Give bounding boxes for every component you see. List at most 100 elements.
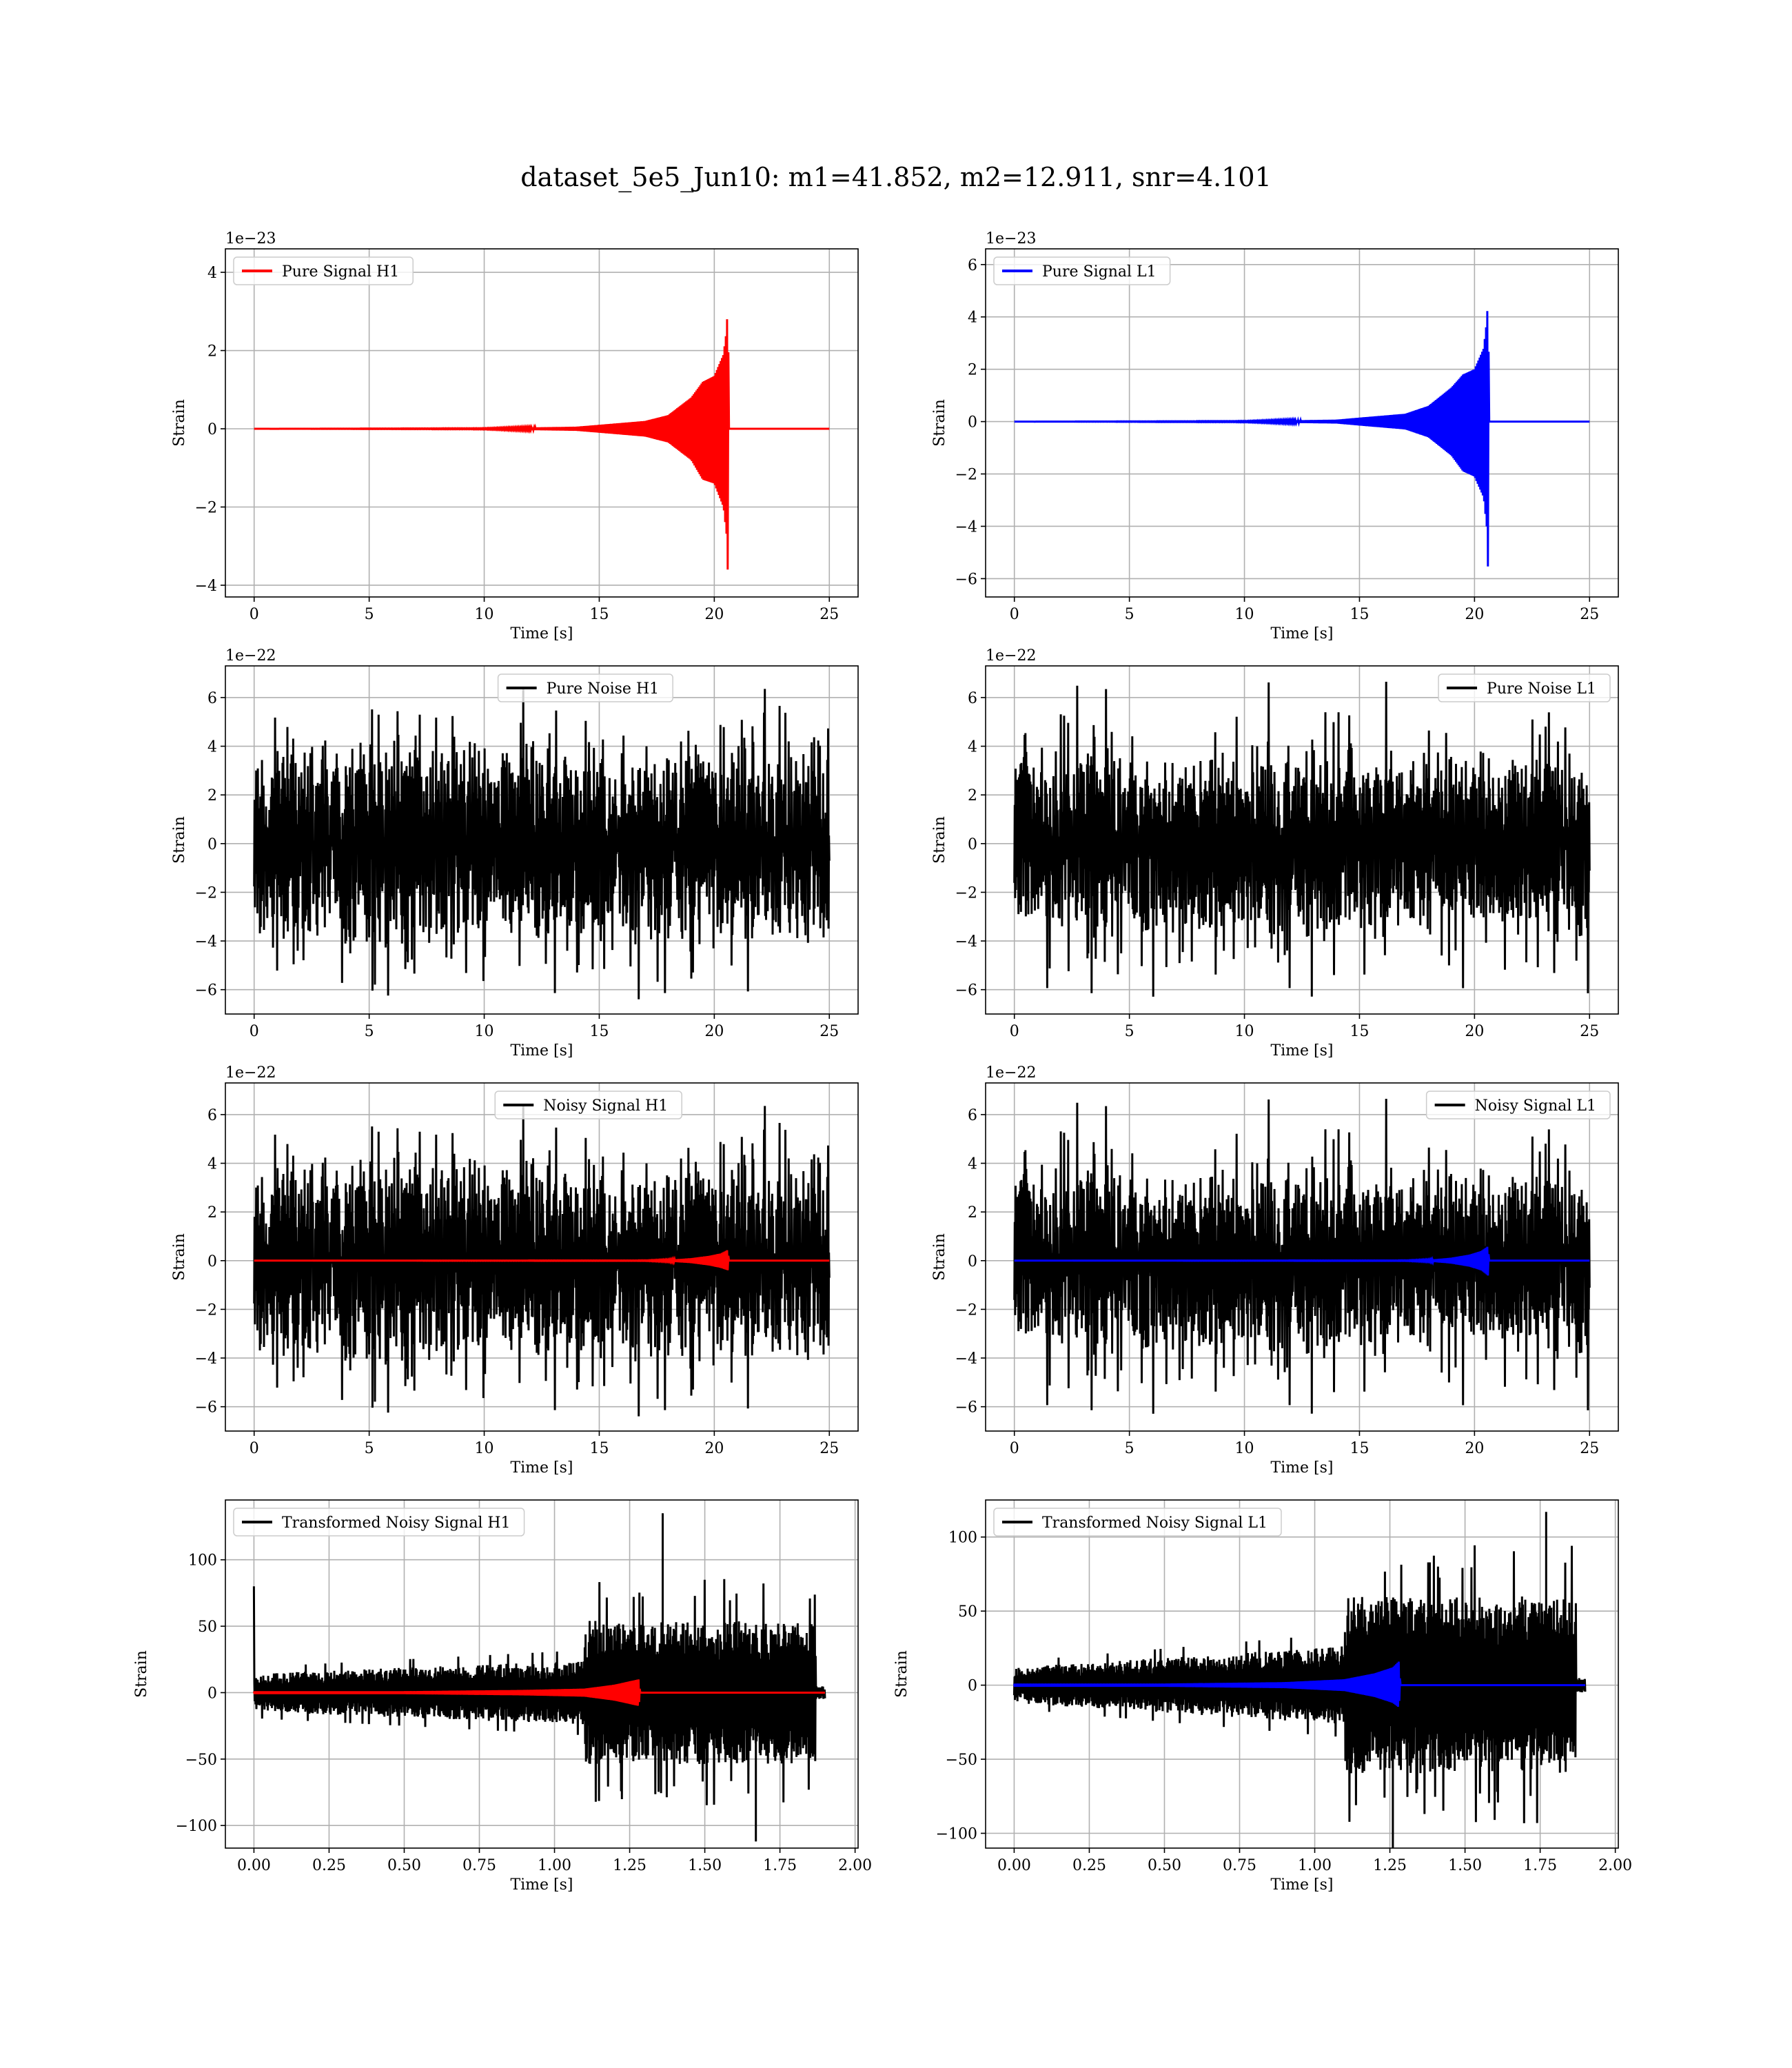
x-tick-label: 5 (365, 606, 374, 623)
x-tick-label: 0.25 (1072, 1857, 1106, 1874)
y-tick-label: 2 (968, 787, 977, 804)
x-tick-label: 10 (475, 1023, 494, 1040)
x-tick-label: 10 (475, 1440, 494, 1457)
x-axis-label: Time [s] (1270, 1876, 1333, 1894)
legend-frame (233, 256, 414, 285)
plot-area (1012, 1512, 1587, 1848)
noise-trace-pure-noise-h1 (253, 689, 831, 1000)
transformed-trace-transformed-noisy-signal-h1 (252, 1513, 826, 1842)
x-tick-label: 1.50 (688, 1857, 722, 1874)
signal-trace-pure-signal-l1 (1014, 311, 1590, 567)
y-tick-label: 50 (958, 1603, 977, 1621)
grid (225, 249, 858, 597)
transformed-trace-transformed-noisy-signal-l1 (1012, 1512, 1587, 1848)
x-tick-label: 20 (704, 606, 724, 623)
y-tick-label: 6 (968, 1107, 977, 1124)
x-tick-label: 25 (1580, 1023, 1599, 1040)
x-tick-label: 20 (704, 1023, 724, 1040)
x-tick-label: 1.75 (763, 1857, 797, 1874)
y-tick-label: 0 (968, 414, 977, 432)
legend: Noisy Signal H1 (494, 1091, 682, 1119)
y-tick-label: 6 (207, 690, 217, 707)
legend: Pure Noise L1 (1438, 673, 1611, 702)
x-tick-label: 0.25 (312, 1857, 346, 1874)
plot-area (253, 1106, 831, 1417)
y-axis-label: Strain (133, 1650, 150, 1698)
x-tick-label: 5 (365, 1023, 374, 1040)
axes-frame (225, 1082, 859, 1432)
plot-area (1013, 681, 1591, 997)
legend: Noisy Signal L1 (1425, 1091, 1611, 1119)
x-tick-label: 15 (1350, 1023, 1369, 1040)
offset-text: 1e−23 (986, 230, 1036, 247)
signal-trace-noisy-signal-h1 (254, 1250, 830, 1270)
y-tick-label: −4 (195, 933, 217, 951)
y-tick-label: 100 (948, 1530, 977, 1547)
y-tick-label: −4 (195, 578, 217, 595)
y-tick-label: 100 (188, 1552, 217, 1570)
x-tick-label: 15 (589, 1023, 609, 1040)
y-axis-label: Strain (171, 816, 188, 864)
legend: Transformed Noisy Signal H1 (233, 1508, 525, 1537)
x-tick-label: 15 (1350, 1440, 1369, 1457)
y-tick-label: 6 (968, 257, 977, 274)
offset-text: 1e−23 (225, 230, 276, 247)
x-tick-label: 0.50 (1148, 1857, 1181, 1874)
x-tick-label: 1.25 (613, 1857, 646, 1874)
x-tick-label: 0.50 (387, 1857, 421, 1874)
figure-title: dataset_5e5_Jun10: m1=41.852, m2=12.911,… (520, 162, 1272, 193)
axes-frame (225, 248, 859, 598)
x-tick-label: 20 (1465, 606, 1484, 623)
x-axis-label: Time [s] (1270, 1459, 1333, 1477)
x-axis-label: Time [s] (510, 1459, 573, 1477)
x-tick-label: 0 (250, 1023, 259, 1040)
x-tick-label: 15 (589, 606, 609, 623)
offset-text: 1e−22 (225, 647, 276, 665)
x-tick-label: 0 (250, 606, 259, 623)
offset-text: 1e−22 (225, 1064, 276, 1082)
axes-frame (985, 665, 1619, 1015)
y-axis-label: Strain (931, 1233, 948, 1281)
x-tick-label: 0.75 (462, 1857, 496, 1874)
plot-area (254, 319, 830, 570)
y-tick-label: 0 (207, 421, 217, 438)
y-tick-label: 4 (968, 739, 977, 756)
y-tick-label: 2 (207, 787, 217, 804)
legend-frame (494, 1091, 682, 1119)
plot-area (1013, 1098, 1591, 1414)
y-axis-label: Strain (171, 1233, 188, 1281)
legend-label: Noisy Signal H1 (543, 1097, 668, 1115)
plot-area (1014, 311, 1590, 567)
x-tick-label: 25 (819, 1440, 839, 1457)
x-tick-label: 10 (1235, 1440, 1254, 1457)
legend-label: Pure Signal H1 (282, 263, 399, 281)
y-tick-label: −2 (955, 884, 977, 902)
y-tick-label: 6 (207, 1107, 217, 1124)
x-axis-label: Time [s] (510, 1042, 573, 1060)
x-tick-label: 10 (475, 606, 494, 623)
noise-trace-noisy-signal-l1 (1013, 1098, 1591, 1414)
x-tick-label: 1.75 (1523, 1857, 1557, 1874)
y-axis-label: Strain (931, 816, 948, 864)
plot-area (253, 689, 831, 1000)
x-tick-label: 25 (819, 1023, 839, 1040)
x-tick-label: 5 (365, 1440, 374, 1457)
axes-transformed-noisy-signal-h1: 0.00 0.25 0.50 0.75 1.00 1.25 1.50 1.75 2.00 −100… (133, 1499, 872, 1894)
x-axis-label: Time [s] (510, 1876, 573, 1894)
offset-text: 1e−22 (986, 647, 1036, 665)
y-tick-label: −6 (955, 571, 977, 588)
legend-label: Transformed Noisy Signal L1 (1042, 1514, 1267, 1532)
y-tick-label: −4 (195, 1350, 217, 1368)
y-tick-label: −2 (195, 1301, 217, 1319)
axes-frame (985, 248, 1619, 598)
y-tick-label: −6 (955, 982, 977, 1000)
signal-trace-transformed-noisy-signal-h1 (252, 1679, 825, 1706)
signal-trace-transformed-noisy-signal-l1 (1012, 1661, 1585, 1707)
axes-noisy-signal-l1: 0 5 10 15 20 25 −6 −4 −2 0 2 4 6 Time [s] Strain 1e−22 N… (931, 1064, 1619, 1477)
x-tick-label: 0 (1010, 1023, 1019, 1040)
y-axis-label: Strain (171, 399, 188, 447)
legend: Pure Signal H1 (233, 256, 414, 285)
x-tick-label: 0 (1010, 606, 1019, 623)
y-tick-label: −2 (955, 467, 977, 484)
legend-frame (993, 1508, 1282, 1537)
